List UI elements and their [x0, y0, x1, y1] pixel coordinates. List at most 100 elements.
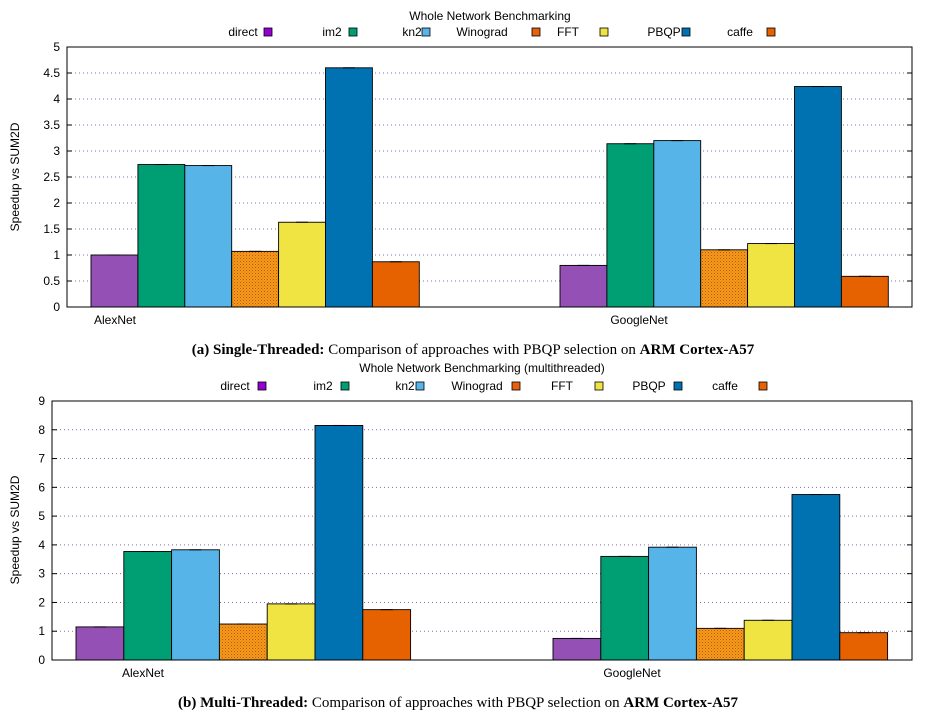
x-axis-labels: AlexNet GoogleNet [94, 313, 668, 327]
bar-alexnet-fft [278, 221, 326, 308]
legend-swatch-im2 [340, 381, 350, 391]
y-tick-label: 3.5 [43, 118, 60, 132]
y-tick-label: 2 [38, 595, 45, 609]
legend-label-im2: im2 [313, 379, 333, 393]
bar-googlenet-caffe [839, 632, 889, 661]
y-tick-label: 7 [38, 452, 45, 466]
y-tick-label: 5 [53, 40, 60, 54]
legend-label-fft: FFT [557, 25, 580, 39]
y-tick-label: 3 [53, 144, 60, 158]
legend-label-direct: direct [228, 25, 258, 39]
bar-googlenet-direct [559, 264, 608, 308]
bar-alexnet-winograd [218, 623, 268, 661]
caption-label: (a) Single-Threaded: [192, 342, 325, 358]
bars [75, 424, 889, 661]
bar-alexnet-kn2 [184, 165, 233, 308]
bar-alexnet-im2 [137, 164, 186, 308]
figure-caption: (b) Multi-Threaded: Comparison of approa… [178, 695, 738, 711]
bar-alexnet-caffe [371, 261, 420, 308]
bar-alexnet-im2 [123, 551, 173, 661]
y-tick-label: 0.5 [43, 274, 60, 288]
bar-googlenet-winograd [700, 249, 749, 308]
legend-swatch-winograd [531, 27, 541, 37]
caption-platform: ARM Cortex-A57 [640, 342, 755, 358]
y-tick-label: 1 [53, 248, 60, 262]
chart-legend: direct im2 kn2 Winograd FFT PBQP caffe [228, 25, 776, 39]
y-tick-label: 2.5 [43, 170, 60, 184]
y-tick-label: 0 [38, 653, 45, 667]
chart-title: Whole Network Benchmarking [409, 9, 570, 23]
y-tick-label: 6 [38, 480, 45, 494]
y-tick-label: 3 [38, 567, 45, 581]
legend-label-winograd: Winograd [456, 25, 507, 39]
bars [90, 67, 889, 308]
caption-label: (b) Multi-Threaded: [178, 695, 308, 711]
bar-googlenet-pbqp [794, 86, 842, 308]
legend-swatch-direct [263, 27, 273, 37]
bar-googlenet-pbqp [791, 494, 841, 661]
y-tick-label: 4.5 [43, 66, 60, 80]
legend-swatch-direct [257, 381, 267, 391]
bar-alexnet-winograd [231, 250, 280, 308]
legend-label-pbqp: PBQP [632, 379, 665, 393]
bar-googlenet-im2 [606, 143, 655, 308]
y-tick-label: 8 [38, 423, 45, 437]
plot-frame [51, 400, 913, 661]
legend-swatch-pbqp [673, 381, 683, 391]
y-axis-ticks: 0 1 2 3 4 5 6 7 8 9 [38, 394, 912, 667]
bar-googlenet-kn2 [653, 140, 702, 308]
bar-googlenet-winograd [695, 627, 745, 661]
legend-label-fft: FFT [551, 379, 574, 393]
legend-swatch-kn2 [415, 381, 425, 391]
x-category-label: AlexNet [94, 313, 137, 327]
bar-alexnet-pbqp [314, 425, 364, 661]
x-category-label: AlexNet [122, 666, 165, 680]
bar-alexnet-direct [90, 254, 139, 308]
caption-platform: ARM Cortex-A57 [623, 695, 738, 711]
legend-label-caffe: caffe [727, 25, 753, 39]
legend-swatch-winograd [511, 381, 521, 391]
y-tick-label: 4 [38, 538, 45, 552]
y-tick-label: 1.5 [43, 222, 60, 236]
bar-alexnet-pbqp [325, 67, 373, 308]
caption-text: Comparison of approaches with PBQP selec… [328, 342, 636, 358]
legend-label-caffe: caffe [712, 379, 738, 393]
bar-alexnet-kn2 [171, 549, 220, 661]
legend-label-kn2: kn2 [395, 379, 415, 393]
legend-label-pbqp: PBQP [647, 25, 680, 39]
x-category-label: GoogleNet [610, 313, 668, 327]
y-tick-label: 5 [38, 509, 45, 523]
legend-label-im2: im2 [322, 25, 342, 39]
chart-multi-threaded: Whole Network Benchmarking (multithreade… [8, 361, 913, 711]
y-tick-label: 0 [53, 300, 60, 314]
legend-label-direct: direct [220, 379, 250, 393]
y-tick-label: 2 [53, 196, 60, 210]
legend-swatch-fft [599, 27, 609, 37]
bar-googlenet-fft [747, 243, 795, 308]
bar-googlenet-kn2 [648, 546, 697, 661]
bar-alexnet-direct [75, 626, 125, 661]
legend-swatch-caffe [766, 27, 776, 37]
bar-alexnet-fft [266, 603, 316, 661]
y-tick-label: 4 [53, 92, 60, 106]
chart-single-threaded: Whole Network Benchmarking direct im2 kn2 W… [8, 9, 913, 358]
caption-text: Comparison of approaches with PBQP selec… [312, 695, 620, 711]
chart-title: Whole Network Benchmarking (multithreade… [359, 361, 604, 375]
figure-caption: (a) Single-Threaded: Comparison of appro… [192, 342, 755, 358]
y-axis-label: Speedup vs SUM2D [8, 475, 22, 584]
plot-frame [66, 46, 913, 308]
chart-legend: direct im2 kn2 Winograd FFT PBQP caffe [220, 379, 768, 393]
bar-alexnet-caffe [362, 609, 412, 661]
x-axis-labels: AlexNet GoogleNet [122, 666, 661, 680]
legend-label-kn2: kn2 [402, 25, 422, 39]
bar-googlenet-direct [552, 637, 602, 661]
legend-swatch-pbqp [681, 27, 691, 37]
legend-swatch-kn2 [421, 27, 431, 37]
bar-googlenet-caffe [840, 275, 889, 308]
x-category-label: GoogleNet [603, 666, 661, 680]
bar-googlenet-im2 [600, 555, 650, 661]
legend-label-winograd: Winograd [451, 379, 502, 393]
y-tick-label: 1 [38, 624, 45, 638]
y-axis-ticks: 0 0.5 1 1.5 2 2.5 3 3.5 4 4.5 5 [43, 40, 912, 314]
